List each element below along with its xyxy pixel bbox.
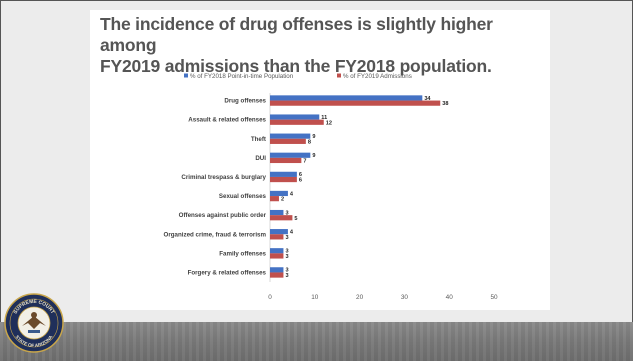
bar-series2 [270,157,302,164]
bar-series2 [270,176,297,183]
category-axis-labels: Drug offenses Assault & related offenses T… [164,98,267,277]
category-label: Offenses against public order [179,212,267,219]
slide-title-line2: FY2019 admissions than the FY2018 popula… [100,56,492,76]
bar-series2 [270,215,293,221]
slide-panel [90,10,550,310]
x-tick-label: 10 [311,294,319,301]
data-label-series1: 3 [285,268,288,274]
category-label: Drug offenses [224,98,266,105]
bar-series1 [270,248,284,254]
supreme-court-seal-icon: SUPREME COURT STATE OF ARIZONA [4,293,64,353]
bar-series2 [270,138,306,144]
x-tick-label: 40 [446,294,454,301]
category-label: Forgery & related offenses [188,269,267,276]
data-label-series1: 3 [285,249,288,255]
bar-series1 [270,267,284,273]
bar-series1 [270,152,311,158]
data-label-series2: 3 [285,254,288,260]
bar-series2 [270,253,284,259]
category-label: Family offenses [219,250,266,257]
bar-series2 [270,119,324,125]
data-label-series2: 38 [442,101,448,107]
x-tick-label: 50 [490,294,498,301]
data-label-series2: 3 [285,235,288,241]
data-label-series2: 5 [294,216,297,222]
category-label: DUI [255,155,266,162]
data-label-series1: 3 [285,210,288,216]
x-tick-label: 0 [268,294,272,301]
footer-band [0,322,633,361]
legend-swatch-series1 [184,73,188,78]
data-label-series1: 9 [312,134,315,140]
data-label-series2: 7 [303,158,306,164]
data-label-series2: 8 [308,139,311,145]
x-tick-label: 20 [356,294,364,301]
slide-title-line1: The incidence of drug offenses is slight… [100,14,493,55]
x-tick-label: 30 [401,294,409,301]
legend-label-series2: % of FY2019 Admissions [343,73,412,80]
category-label: Theft [251,136,266,143]
data-label-series1: 6 [299,172,302,178]
data-label-series1: 4 [290,229,294,235]
legend-swatch-series2 [337,73,341,78]
bar-series1 [270,133,311,139]
category-label: Assault & related offenses [188,117,266,124]
category-label: Organized crime, fraud & terrorism [164,231,267,238]
bar-series1 [270,95,423,101]
value-axis-ticks: 0 10 20 30 40 50 [268,294,498,301]
category-label: Sexual offenses [219,193,267,200]
bar-series2 [270,100,441,106]
bar-series1 [270,114,320,120]
bar-series1 [270,229,288,235]
bar-series1 [270,171,297,177]
data-label-series2: 3 [285,273,288,279]
data-label-series1: 9 [312,153,315,159]
data-label-series2: 6 [299,178,302,184]
bar-series2 [270,234,284,240]
slide-title: The incidence of drug offenses is slight… [100,14,540,77]
bar-series2 [270,196,279,202]
bar-series1 [270,209,284,216]
bar-series2 [270,272,284,278]
data-label-series2: 12 [326,120,332,126]
legend-label-series1: % of FY2018 Point-in-time Population [190,73,294,80]
data-label-series1: 34 [424,96,431,102]
data-label-series2: 2 [281,197,284,203]
bar-series1 [270,190,288,197]
data-label-series1: 11 [321,115,327,121]
category-label: Criminal trespass & burglary [181,174,266,181]
chart-legend: % of FY2018 Point-in-time Population % o… [184,73,412,80]
data-label-series1: 4 [290,191,294,197]
